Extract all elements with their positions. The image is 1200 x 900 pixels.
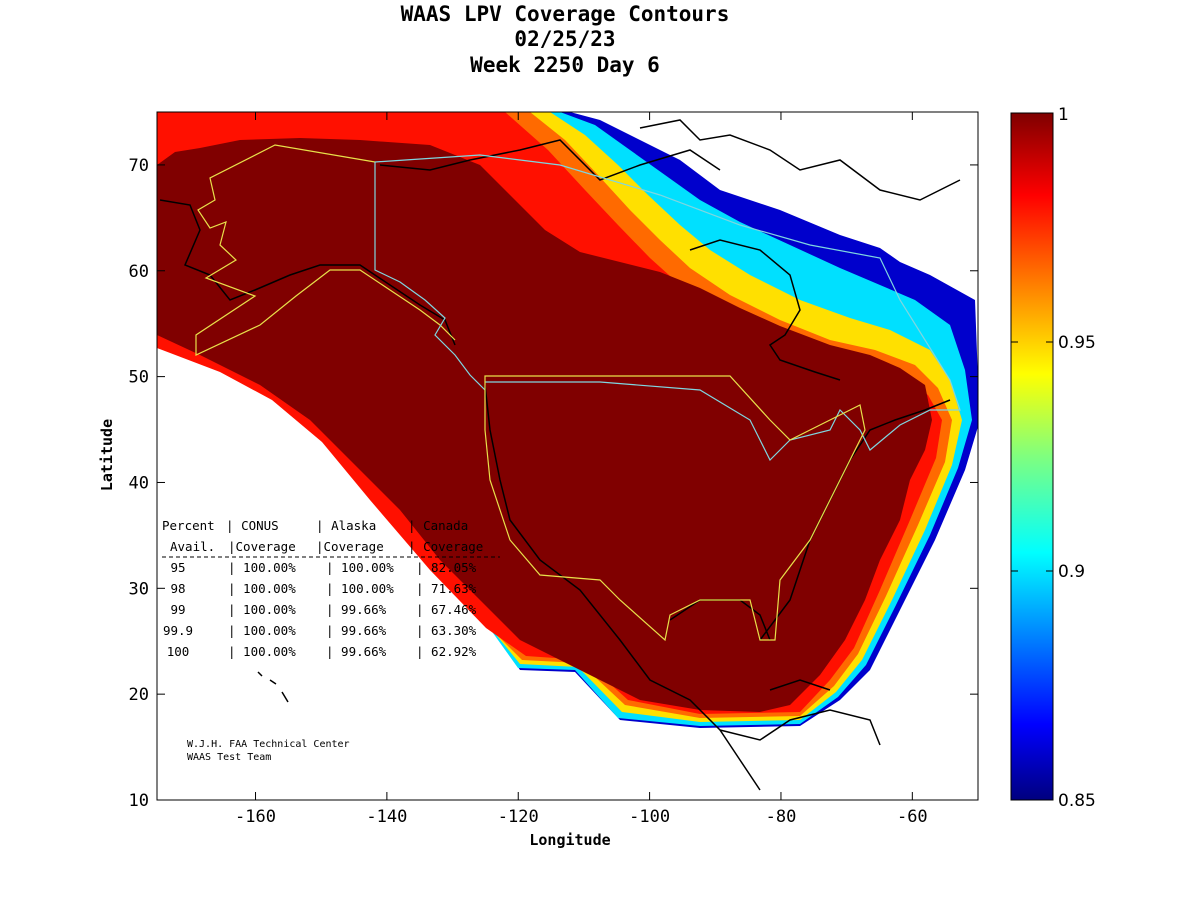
credit-line2: WAAS Test Team [187,752,271,763]
table-row: 100 | 100.00% | 99.66% | 62.92% [167,644,477,659]
canada-outline [374,154,961,462]
table-cell: | 100.00% [326,581,394,596]
header-canada: Canada [423,518,468,533]
table-cell: | 99.66% [326,644,387,659]
coastline-north [379,139,721,181]
alaska-outline [195,144,456,356]
colorbar-ticks: 1 0.95 0.9 0.85 [1011,105,1096,811]
colorbar-frame [1010,112,1054,801]
coverage-full-region [157,138,932,712]
plot-frame [156,111,979,801]
map-title-line3: Week 2250 Day 6 [470,53,660,77]
coverage-layers [157,112,978,728]
x-tick-label: -140 [366,807,407,827]
table-rows: 95 | 100.00% | 100.00% | 82.05% 98 | 100.00% |… [163,560,477,659]
colorbar-tick-label: 0.9 [1058,562,1085,582]
region-outlines [195,144,961,642]
map-title-line1: WAAS LPV Coverage Contours [400,2,730,26]
table-row: 95 | 100.00% | 100.00% | 82.05% [170,560,476,575]
coastline-cuba [769,679,831,691]
coastline-hudson-bay [689,239,841,381]
table-cell: 95 [170,560,185,575]
table-cell: 99 [170,602,185,617]
table-cell: | 99.66% [326,623,387,638]
colorbar-tick-label: 1 [1058,105,1069,125]
colorbar [1011,113,1053,800]
header-conus-coverage: Coverage [236,539,296,554]
map-title-line2: 02/25/23 [514,27,616,51]
header-canada-coverage: Coverage [423,539,483,554]
y-tick-label: 10 [129,791,149,811]
y-tick-label: 50 [129,368,149,388]
y-tick-label: 30 [129,579,149,599]
table-cell: | 82.05% [416,560,477,575]
table-cell: | 62.92% [416,644,477,659]
table-cell: | 100.00% [228,581,296,596]
y-axis: 10 20 30 40 50 60 70 [129,156,978,811]
table-cell: | 100.00% [228,560,296,575]
table-row: 99 | 100.00% | 99.66% | 67.46% [170,602,476,617]
y-tick-label: 40 [129,473,149,493]
table-row: 98 | 100.00% | 100.00% | 71.63% [170,581,476,596]
coastline-central-america [719,709,881,746]
conus-outline [484,375,866,642]
x-axis: -160 -140 -120 -100 -80 -60 [235,112,928,827]
colorbar-tick-label: 0.95 [1058,333,1096,353]
x-tick-label: -60 [897,807,928,827]
y-tick-label: 20 [129,685,149,705]
coastline-alaska [159,199,456,346]
table-cell: | 100.00% [228,602,296,617]
header-percent: Percent [162,518,215,533]
coastline-arctic-islands [639,119,961,201]
table-cell: | 67.46% [416,602,477,617]
credit-line1: W.J.H. FAA Technical Center [187,739,350,750]
y-tick-label: 60 [129,262,149,282]
y-tick-label: 70 [129,156,149,176]
x-axis-title: Longitude [529,831,610,849]
table-cell: | 100.00% [326,560,394,575]
header-alaska: Alaska [331,518,376,533]
table-cell: 98 [170,581,185,596]
coastline-pacific [484,384,761,791]
table-row: 99.9 | 100.00% | 99.66% | 63.30% [163,623,477,638]
table-header-row1: Percent | CONUS | Alaska | Canada [162,518,468,533]
table-cell: | 63.30% [416,623,477,638]
table-cell: | 100.00% [228,623,296,638]
header-conus: CONUS [241,518,279,533]
x-tick-label: -100 [629,807,670,827]
x-tick-label: -160 [235,807,276,827]
table-cell: 100 [167,644,190,659]
table-cell: 99.9 [163,623,193,638]
colorbar-tick-label: 0.85 [1058,791,1096,811]
table-cell: | 71.63% [416,581,477,596]
coverage-table: Percent | CONUS | Alaska | Canada Avail.… [162,518,500,659]
x-tick-label: -120 [498,807,539,827]
table-cell: | 100.00% [228,644,296,659]
header-avail: Avail. [170,539,215,554]
y-axis-title: Latitude [98,419,116,491]
coastline-hawaii [257,671,289,703]
header-alaska-coverage: Coverage [324,539,384,554]
x-tick-label: -80 [766,807,797,827]
table-header-row2: Avail. |Coverage |Coverage | Coverage [170,539,483,554]
alaska-border-cyan [374,162,486,391]
coastlines [159,119,961,791]
table-cell: | 99.66% [326,602,387,617]
